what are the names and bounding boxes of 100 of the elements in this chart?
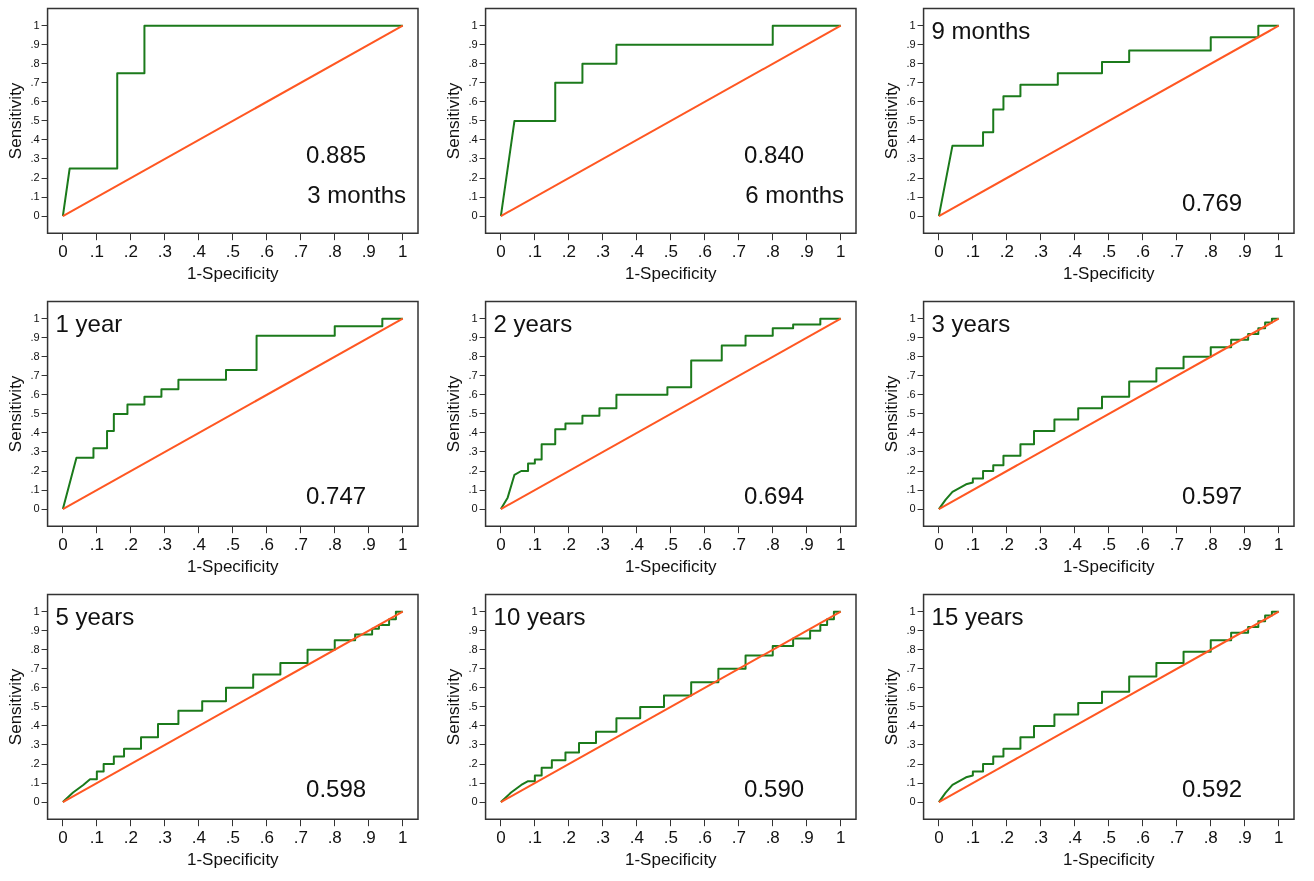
x-tick-label: .2 <box>561 535 576 555</box>
x-tick-label: .4 <box>191 828 206 848</box>
x-tick-label: 1 <box>835 828 846 848</box>
x-tick-label: .3 <box>157 242 172 262</box>
y-tick-label: .7 <box>906 368 916 381</box>
x-tick-label: .4 <box>1067 828 1082 848</box>
x-tick-label: 0 <box>934 242 944 262</box>
y-tick-label: .1 <box>30 190 40 203</box>
y-tick-label: .5 <box>468 113 478 126</box>
x-tick-label: .3 <box>1033 535 1048 555</box>
x-tick-label: 1 <box>397 828 408 848</box>
chart-title: 15 years <box>931 602 1024 630</box>
y-tick-label: 1 <box>471 18 478 31</box>
y-tick-label: .3 <box>30 445 40 457</box>
annotation: 0.840 <box>744 141 805 169</box>
x-tick-label: .3 <box>595 535 610 555</box>
y-tick-label: .4 <box>906 132 916 145</box>
y-tick-label: .8 <box>30 56 40 69</box>
x-tick-label: 0 <box>496 535 506 555</box>
x-tick-label: .3 <box>595 828 610 848</box>
y-tick-label: .5 <box>906 699 916 712</box>
x-tick-label: .7 <box>1169 828 1184 848</box>
x-tick-label: 1 <box>835 535 846 555</box>
y-tick-label: 0 <box>909 209 916 222</box>
annotation: 0.885 <box>306 141 367 169</box>
y-tick-label: .2 <box>906 757 916 770</box>
annotation: 0.747 <box>306 482 367 510</box>
x-tick-label: .8 <box>327 828 342 848</box>
y-tick-label: .9 <box>906 330 916 343</box>
x-tick-label: .4 <box>629 828 644 848</box>
text: 3 months <box>307 181 406 209</box>
x-tick-label: .8 <box>1203 242 1218 262</box>
y-tick-label: .7 <box>30 661 40 674</box>
x-tick-label: .1 <box>527 828 542 848</box>
x-tick-label: .5 <box>225 828 240 848</box>
y-tick-label: .7 <box>906 75 916 88</box>
y-tick-label: .2 <box>30 171 40 184</box>
x-tick-label: 0 <box>934 828 944 848</box>
y-tick-label: 0 <box>471 209 478 222</box>
y-tick-label: .6 <box>30 680 40 693</box>
x-tick-label: .1 <box>965 828 980 848</box>
x-tick-label: .9 <box>1237 828 1252 848</box>
y-tick-label: .8 <box>468 642 478 655</box>
x-tick-label: .6 <box>697 828 712 848</box>
annotation: 0.694 <box>744 482 805 510</box>
chart-title: 5 years <box>55 602 135 630</box>
x-tick-label: .1 <box>89 535 104 555</box>
y-tick-label: .1 <box>468 190 478 203</box>
y-tick-label: .4 <box>468 425 478 438</box>
chart-title: 1 year <box>55 309 123 337</box>
y-tick-label: .7 <box>30 75 40 88</box>
y-tick-label: .5 <box>30 113 40 126</box>
y-tick-label: .1 <box>468 483 478 496</box>
x-tick-label: .5 <box>663 828 678 848</box>
x-tick-label: .8 <box>765 535 780 555</box>
x-tick-label: .5 <box>225 535 240 555</box>
x-tick-label: .6 <box>259 242 274 262</box>
chart-title: 10 years <box>493 602 586 630</box>
y-tick-label: 1 <box>909 311 916 324</box>
x-tick-label: .7 <box>293 242 308 262</box>
y-axis-title: Sensitivity <box>881 668 901 746</box>
y-tick-label: .9 <box>906 623 916 636</box>
x-tick-label: 1 <box>1273 828 1284 848</box>
y-axis-title: Sensitivity <box>881 375 901 453</box>
y-tick-label: 0 <box>33 209 40 222</box>
y-tick-label: .6 <box>468 387 478 400</box>
y-tick-label: .8 <box>906 349 916 362</box>
x-tick-label: .8 <box>327 535 342 555</box>
x-tick-label: .6 <box>697 535 712 555</box>
x-tick-label: .9 <box>361 535 376 555</box>
x-tick-label: .6 <box>259 828 274 848</box>
y-tick-label: 1 <box>471 311 478 324</box>
y-tick-label: 0 <box>471 502 478 515</box>
x-tick-label: .6 <box>1135 242 1150 262</box>
y-tick-label: .6 <box>468 94 478 107</box>
x-tick-label: .2 <box>123 828 138 848</box>
y-axis-title: Sensitivity <box>5 375 25 453</box>
x-tick-label: .5 <box>1101 242 1116 262</box>
y-tick-label: .4 <box>906 425 916 438</box>
y-tick-label: .2 <box>906 171 916 184</box>
x-tick-label: 0 <box>58 828 68 848</box>
x-tick-label: .6 <box>697 242 712 262</box>
x-axis-title: 1-Specificity <box>624 850 718 870</box>
chart-title: 2 years <box>493 309 573 337</box>
x-tick-label: 1 <box>1273 535 1284 555</box>
x-tick-label: .4 <box>191 242 206 262</box>
y-tick-label: .5 <box>906 113 916 126</box>
y-axis-title: Sensitivity <box>5 668 25 746</box>
y-tick-label: .6 <box>906 387 916 400</box>
x-tick-label: .1 <box>965 535 980 555</box>
x-tick-label: .9 <box>361 828 376 848</box>
x-tick-label: .2 <box>123 535 138 555</box>
x-tick-label: 1 <box>397 242 408 262</box>
x-tick-label: .1 <box>527 535 542 555</box>
y-tick-label: .3 <box>906 738 916 750</box>
x-tick-label: .1 <box>965 242 980 262</box>
x-tick-label: .7 <box>1169 242 1184 262</box>
x-tick-label: 1 <box>1273 242 1284 262</box>
y-tick-label: 0 <box>909 795 916 808</box>
x-tick-label: .1 <box>527 242 542 262</box>
